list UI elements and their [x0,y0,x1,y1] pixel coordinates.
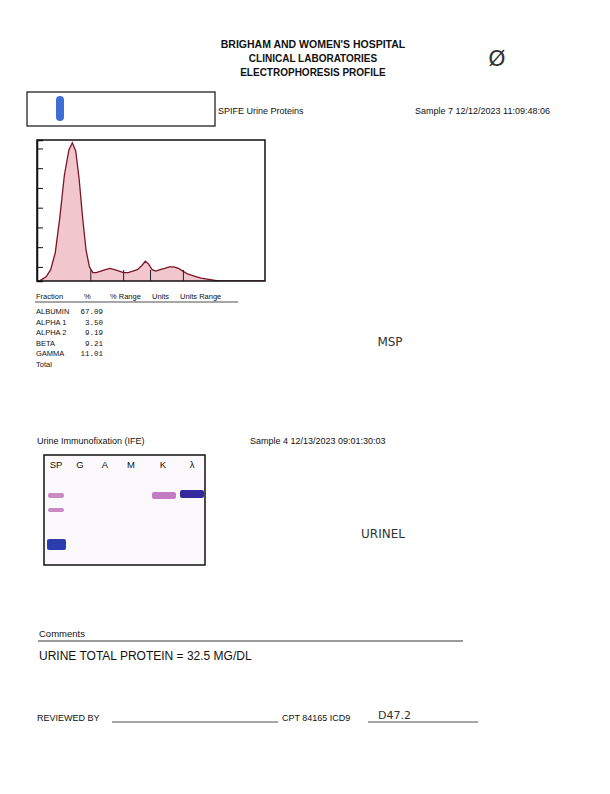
fraction-boundary [183,270,184,281]
y-tick [37,247,43,248]
y-tick [37,227,43,228]
y-tick [37,267,43,268]
table-total: Total [36,360,52,369]
fraction-percent: 9.19 [85,329,103,337]
fraction-percent: 9.21 [85,340,104,348]
gel-frame [44,455,205,565]
lane-label: K [160,459,167,470]
y-tick-mark [37,168,43,169]
ife-label: Urine Immunofixation (IFE) [37,436,145,446]
y-tick-mark [37,148,43,149]
reviewed-by: REVIEWED BY [37,713,100,723]
fraction-boundary [150,270,151,281]
table-header: Units [152,292,169,301]
comments-title: Comments [39,628,85,639]
lane-label: λ [190,459,195,470]
gel-band [152,492,176,499]
handwritten-icd: D47.2 [378,709,411,722]
y-axis-line [38,141,44,282]
header-report: ELECTROPHORESIS PROFILE [240,67,386,78]
table-header: Units Range [180,292,221,301]
table-header-rule [35,302,238,303]
lane-label: M [127,459,135,470]
density-area [37,143,265,281]
spe-sample: Sample 7 12/12/2023 11:09:48:06 [415,106,550,116]
lane-label: A [102,459,109,470]
fraction-boundary [90,270,91,281]
handwritten-note: URINEL [361,527,405,541]
handwritten-note: MSP [377,335,402,349]
header-title: BRIGHAM AND WOMEN'S HOSPITAL [221,38,406,50]
y-tick-mark [37,247,43,248]
page: BRIGHAM AND WOMEN'S HOSPITAL CLINICAL LAB… [0,0,610,794]
handwritten-mark: Ø [488,46,505,71]
y-tick-mark [37,267,43,268]
gel-band [48,508,64,512]
ife-sample: Sample 4 12/13/2023 09:01:30:03 [250,436,386,446]
strip-band [56,96,64,121]
table-header: % Range [110,292,141,301]
fraction-name: GAMMA [36,349,64,358]
table-header: Fraction [36,292,63,301]
fraction-name: ALPHA 2 [36,328,66,337]
plot-area [37,143,265,281]
y-tick [37,188,43,189]
cpt-code: CPT 84165 ICD9 [282,713,350,723]
fraction-name: BETA [36,339,55,348]
strip-box [27,92,215,126]
plot-frame [37,140,265,281]
gel-band [48,493,64,498]
reviewed-rule [112,722,278,723]
gel-band [47,539,66,550]
fraction-percent: 11.01 [80,350,103,358]
table-header: % [84,292,91,301]
y-tick [37,208,43,209]
spe-label: SPIFE Urine Proteins [218,106,304,116]
comments-rule [38,641,463,642]
density-line [37,143,265,281]
fraction-percent: 3.50 [85,319,104,327]
fraction-name: ALBUMIN [36,307,69,316]
y-tick-mark [37,188,43,189]
y-tick-mark [37,208,43,209]
fraction-name: ALPHA 1 [36,318,66,327]
header-subtitle: CLINICAL LABORATORIES [249,53,378,64]
y-axis [37,141,43,282]
lane-label: G [76,459,83,470]
gel-band [180,490,204,498]
fraction-percent: 67.09 [80,308,103,316]
y-tick [37,168,43,169]
comments-text: URINE TOTAL PROTEIN = 32.5 MG/DL [39,649,252,663]
y-tick [37,148,43,149]
lane-label: SP [50,459,63,470]
fraction-boundary [123,270,124,281]
y-tick-mark [37,227,43,228]
